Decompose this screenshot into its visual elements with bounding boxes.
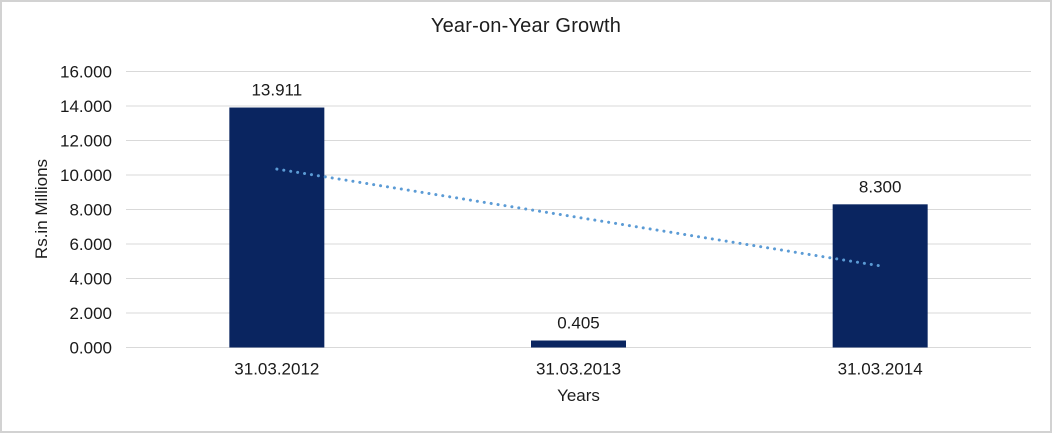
- y-tick-label: 8.000: [69, 201, 112, 220]
- y-tick-label: 16.000: [60, 63, 112, 82]
- trendline: [275, 167, 882, 268]
- chart-title: Year-on-Year Growth: [430, 15, 622, 37]
- bar: [229, 107, 325, 348]
- data-label: 0.405: [557, 314, 600, 333]
- y-tick-label: 4.000: [69, 270, 112, 289]
- y-tick-label: 14.000: [60, 97, 112, 116]
- data-label: 8.300: [859, 177, 902, 196]
- bar: [832, 204, 928, 348]
- data-label: 13.911: [251, 81, 302, 100]
- y-tick-label: 12.000: [60, 132, 112, 151]
- x-tick-label: 31.03.2014: [838, 360, 923, 379]
- x-tick-label: 31.03.2013: [536, 360, 621, 379]
- y-tick-label: 10.000: [60, 166, 112, 185]
- y-tick-label: 2.000: [69, 304, 112, 323]
- y-tick-label: 0.000: [69, 339, 112, 358]
- y-tick-label: 6.000: [69, 235, 112, 254]
- x-tick-label: 31.03.2012: [234, 360, 319, 379]
- x-axis-title: Years: [557, 386, 600, 405]
- bar: [531, 340, 626, 348]
